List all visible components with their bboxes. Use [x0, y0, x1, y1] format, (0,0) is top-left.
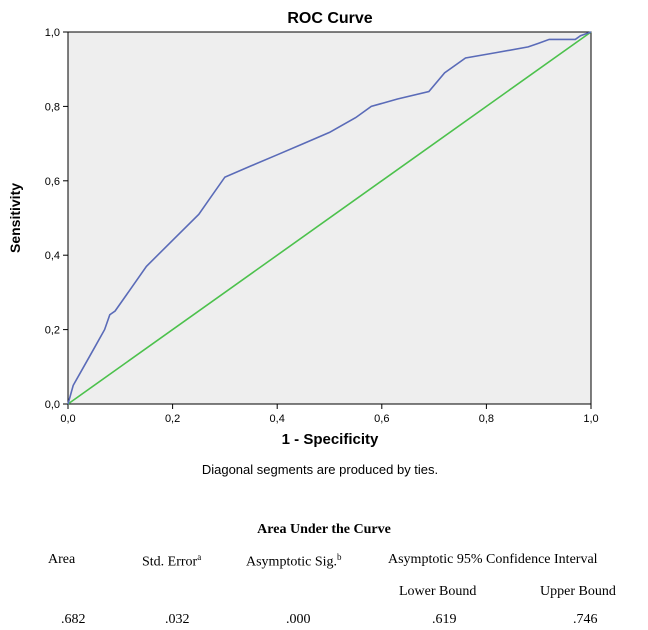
- x-axis-label: 1 - Specificity: [282, 431, 379, 448]
- header-area: Area: [48, 552, 76, 567]
- subheader-upper-bound: Upper Bound: [540, 584, 616, 599]
- roc-curve-line: [67, 31, 592, 405]
- y-tick-label: 0,2: [45, 325, 60, 337]
- ties-note: Diagonal segments are produced by ties.: [201, 462, 439, 477]
- chart-title: ROC Curve: [287, 10, 372, 27]
- x-tick-label: 0,8: [479, 413, 494, 425]
- series-layer: [67, 31, 592, 405]
- y-axis-ticks: 0,0 0,2 0,4 0,6 0,8 1,0: [45, 27, 68, 411]
- y-axis-label: Sensitivity: [7, 183, 23, 253]
- value-lower-bound: .619: [432, 612, 457, 627]
- value-upper-bound: .746: [573, 612, 598, 627]
- subheader-lower-bound: Lower Bound: [399, 584, 477, 599]
- x-tick-label: 0,6: [374, 413, 389, 425]
- reference-diagonal-line: [67, 31, 592, 405]
- value-area: .682: [61, 612, 86, 627]
- roc-chart: ROC Curve 0,00,20,40,60,81,0 0,0 0,2 0,4 0,…: [7, 10, 599, 448]
- x-tick-label: 0,2: [165, 413, 180, 425]
- value-std-error: .032: [165, 612, 190, 627]
- y-tick-label: 0,8: [45, 101, 60, 113]
- header-confidence-interval: Asymptotic 95% Confidence Interval: [388, 552, 598, 567]
- x-tick-label: 1,0: [583, 413, 598, 425]
- x-axis-ticks: 0,0 0,2 0,4 0,6 0,8 1,0: [60, 404, 599, 425]
- header-asymptotic-sig: Asymptotic Sig.b: [246, 552, 342, 570]
- header-std-error: Std. Errora: [142, 552, 202, 570]
- auc-table-title: Area Under the Curve: [257, 522, 391, 537]
- y-tick-label: 1,0: [45, 27, 60, 39]
- x-tick-label: 0,4: [270, 413, 285, 425]
- x-tick-label: 0,0: [60, 413, 75, 425]
- y-tick-label: 0,0: [45, 399, 60, 411]
- y-tick-label: 0,6: [45, 176, 60, 188]
- y-tick-label: 0,4: [45, 250, 60, 262]
- value-asymptotic-sig: .000: [286, 612, 311, 627]
